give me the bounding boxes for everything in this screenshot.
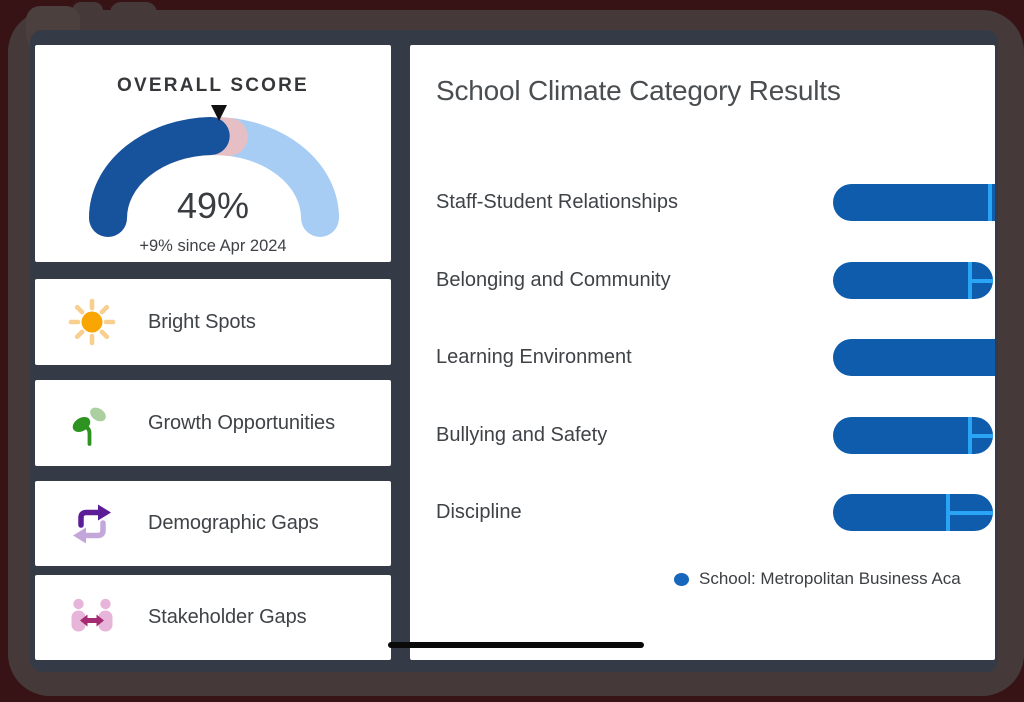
chart-legend: School: Metropolitan Business Aca (674, 569, 961, 589)
sun-icon (68, 298, 116, 346)
sidebar-item-growth-opportunities[interactable]: Growth Opportunities (35, 380, 391, 466)
category-bar-track (833, 339, 995, 376)
benchmark-whisker (972, 433, 993, 438)
sidebar-item-label: Demographic Gaps (148, 512, 319, 534)
overall-score-card: OVERALL SCORE 49% +9% since Apr 2024 (35, 45, 391, 262)
category-bar[interactable] (833, 262, 993, 299)
overall-score-title: OVERALL SCORE (117, 75, 309, 96)
page-title: School Climate Category Results (436, 75, 841, 106)
category-label: Discipline (436, 501, 522, 523)
category-label: Belonging and Community (436, 269, 671, 291)
category-row: Bullying and Safety (410, 417, 995, 454)
overall-score-value: 49% (176, 185, 250, 226)
exchange-arrows-icon (68, 500, 116, 548)
category-bar[interactable] (833, 339, 995, 376)
category-label: Bullying and Safety (436, 424, 608, 446)
sidebar-item-label: Bright Spots (148, 310, 256, 333)
legend-dot-icon (674, 572, 689, 586)
benchmark-tick (968, 262, 972, 299)
category-row: Learning Environment (410, 339, 995, 376)
people-gap-icon (68, 594, 116, 642)
benchmark-tick (946, 494, 950, 531)
horizontal-scrollbar-handle[interactable] (388, 642, 644, 648)
sidebar-item-demographic-gaps[interactable]: Demographic Gaps (35, 481, 391, 566)
category-bar[interactable] (833, 417, 993, 454)
benchmark-whisker (950, 510, 993, 515)
benchmark-tick (968, 417, 972, 454)
legend-label: School: Metropolitan Business Aca (699, 569, 961, 588)
category-bar-track (833, 494, 995, 531)
overall-score-gauge (89, 105, 339, 237)
category-row: Discipline (410, 494, 995, 531)
overall-score-change: +9% since Apr 2024 (139, 237, 287, 255)
benchmark-tick (988, 184, 992, 221)
category-label: Learning Environment (436, 346, 632, 368)
category-results-card: School Climate Category Results Staff-St… (410, 45, 995, 660)
category-row: Staff-Student Relationships (410, 184, 995, 221)
sprout-icon (68, 399, 116, 447)
category-label: Staff-Student Relationships (436, 191, 679, 213)
benchmark-whisker (972, 278, 993, 283)
sidebar-item-bright-spots[interactable]: Bright Spots (35, 279, 391, 365)
category-bar-track (833, 184, 995, 221)
gauge-marker-triangle-down-icon (211, 105, 227, 121)
category-bar-track (833, 417, 995, 454)
sidebar-item-label: Stakeholder Gaps (148, 606, 307, 628)
category-bar-track (833, 262, 995, 299)
category-row: Belonging and Community (410, 262, 995, 299)
sidebar-item-label: Growth Opportunities (148, 411, 335, 434)
category-bar[interactable] (833, 184, 995, 221)
sidebar-item-stakeholder-gaps[interactable]: Stakeholder Gaps (35, 575, 391, 660)
category-bar[interactable] (833, 494, 993, 531)
